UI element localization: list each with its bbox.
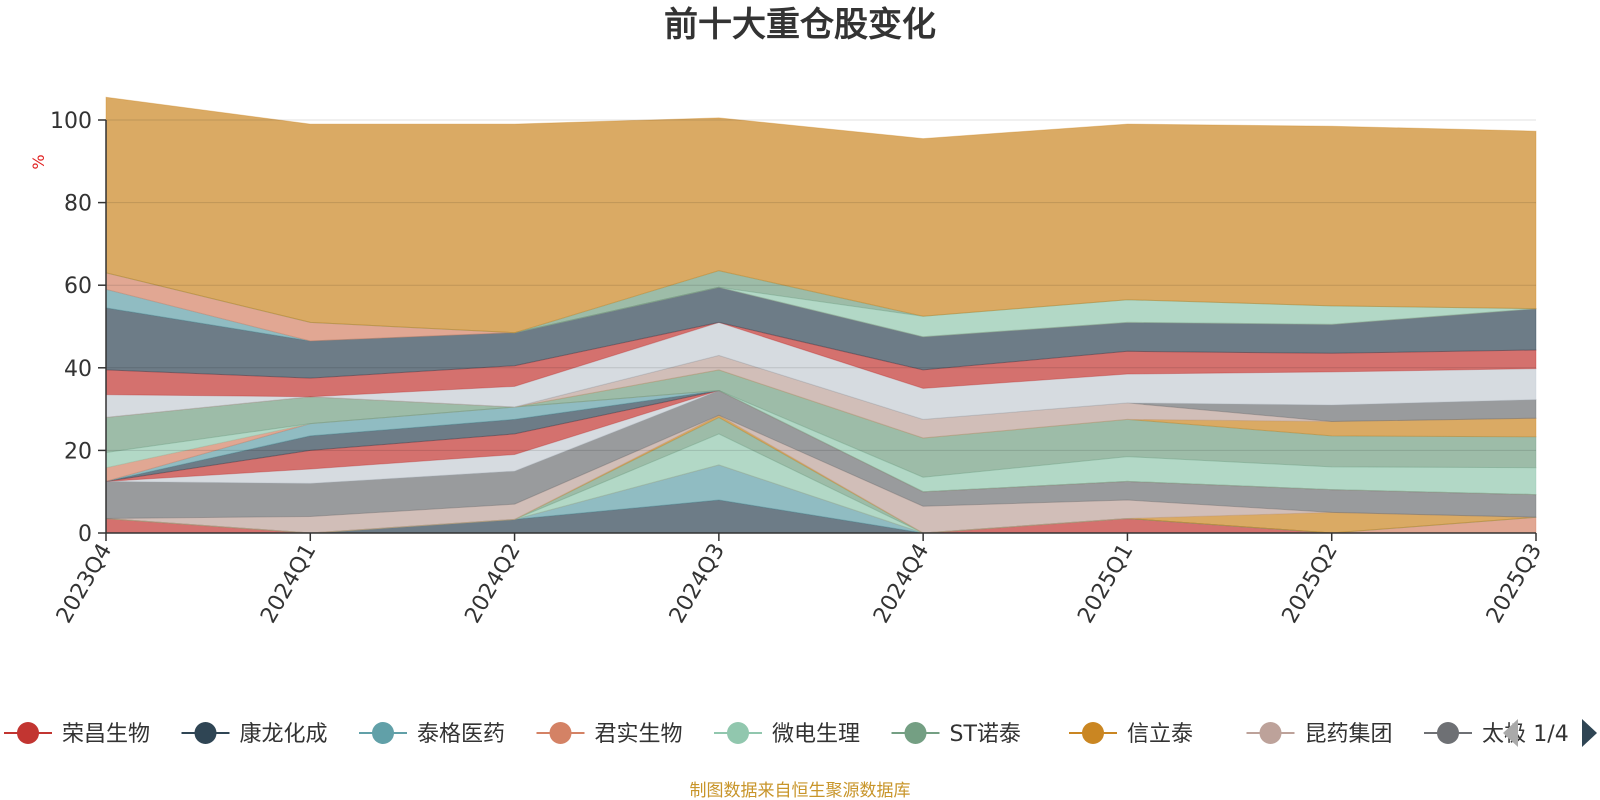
- area-series-21: [105, 321, 1537, 398]
- legend-label: 君实生物: [595, 722, 683, 747]
- grid-lines: [106, 119, 1536, 451]
- x-tick-label: 2024Q3: [665, 540, 730, 628]
- chart-title: 前十大重仓股变化: [664, 5, 936, 45]
- legend-item[interactable]: 信立泰: [1069, 722, 1193, 747]
- legend-label: 昆药集团: [1305, 722, 1393, 747]
- x-tick-label: 2024Q4: [869, 540, 934, 628]
- y-tick-label: 100: [50, 109, 92, 134]
- x-tick-label: 2025Q2: [1278, 540, 1343, 628]
- legend-marker: [727, 722, 749, 744]
- legend-label: 微电生理: [772, 722, 860, 747]
- x-tick-label: 2025Q1: [1073, 540, 1138, 628]
- y-tick-label: 40: [64, 357, 92, 382]
- y-tick-label: 0: [78, 522, 92, 547]
- y-tick-label: 20: [64, 439, 92, 464]
- area-series-17: [105, 369, 1537, 439]
- legend-marker: [1437, 722, 1459, 744]
- legend-item[interactable]: ST诺泰: [891, 722, 1021, 747]
- legend-next-arrow-icon[interactable]: [1582, 719, 1597, 747]
- x-tick-label: 2024Q1: [256, 540, 321, 628]
- legend-item[interactable]: 昆药集团: [1246, 722, 1393, 747]
- legend: 荣昌生物 康龙化成 泰格医药 君实生物 微电生理 ST诺泰 信立泰 昆药集团 太极 1/4: [4, 719, 1597, 747]
- x-tick-label: 2025Q3: [1482, 540, 1547, 628]
- legend-item[interactable]: 太极: [1424, 722, 1526, 747]
- area-series-19: [105, 354, 1537, 423]
- area-series-27: [105, 96, 1537, 334]
- legend-label: ST诺泰: [950, 722, 1021, 747]
- legend-item[interactable]: 康龙化成: [181, 722, 328, 747]
- area-layer: [105, 96, 1537, 534]
- legend-item[interactable]: 荣昌生物: [4, 722, 150, 747]
- legend-label: 信立泰: [1127, 722, 1193, 747]
- legend-label: 康龙化成: [240, 722, 328, 747]
- x-tick-label: 2024Q2: [460, 540, 525, 628]
- legend-marker: [17, 722, 39, 744]
- legend-marker: [904, 722, 927, 744]
- y-tick-label: 80: [64, 192, 92, 217]
- legend-label: 荣昌生物: [62, 722, 150, 747]
- legend-item[interactable]: 微电生理: [714, 722, 860, 747]
- y-tick-label: 60: [64, 274, 92, 299]
- area-series-20: [105, 321, 1537, 420]
- legend-marker: [1259, 722, 1282, 744]
- x-tick-label: 2023Q4: [52, 540, 117, 628]
- legend-marker: [194, 722, 217, 744]
- legend-marker: [372, 722, 394, 744]
- legend-label: 太极: [1482, 722, 1526, 747]
- legend-item[interactable]: 君实生物: [536, 722, 683, 747]
- data-source-note: 制图数据来自恒生聚源数据库: [690, 781, 911, 800]
- legend-marker: [1082, 722, 1104, 744]
- y-axis-unit: %: [29, 154, 48, 169]
- legend-marker: [549, 722, 572, 744]
- legend-item[interactable]: 泰格医药: [359, 722, 505, 747]
- legend-label: 泰格医药: [417, 722, 505, 747]
- legend-page-indicator: 1/4: [1533, 722, 1568, 747]
- legend-prev-arrow-icon[interactable]: [1503, 719, 1518, 747]
